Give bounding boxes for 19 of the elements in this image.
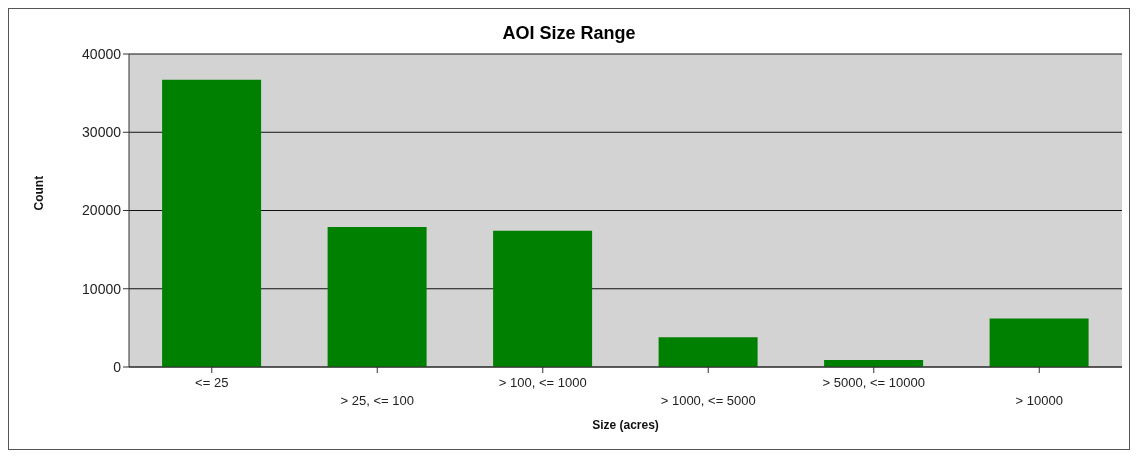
- x-axis-title: Size (acres): [592, 418, 659, 432]
- x-tick-label: > 100, <= 1000: [498, 375, 587, 390]
- y-tick-label: 30000: [82, 124, 122, 141]
- x-tick-label: > 5000, <= 10000: [822, 375, 925, 390]
- y-tick-label: 20000: [82, 202, 122, 219]
- bar: [658, 337, 758, 367]
- y-tick-label: 10000: [82, 280, 122, 297]
- y-axis-title: Count: [32, 175, 47, 211]
- y-tick-label: 0: [113, 358, 122, 375]
- bar: [162, 79, 262, 367]
- bar: [989, 318, 1089, 367]
- y-tick-label: 40000: [82, 45, 122, 62]
- chart-title: AOI Size Range: [501, 22, 637, 44]
- bar: [327, 226, 427, 367]
- x-tick-label: > 1000, <= 5000: [660, 393, 756, 408]
- x-tick-label: > 10000: [1015, 393, 1063, 408]
- x-tick-label: <= 25: [195, 375, 229, 390]
- x-tick-label: > 25, <= 100: [340, 393, 414, 408]
- bar: [493, 230, 593, 367]
